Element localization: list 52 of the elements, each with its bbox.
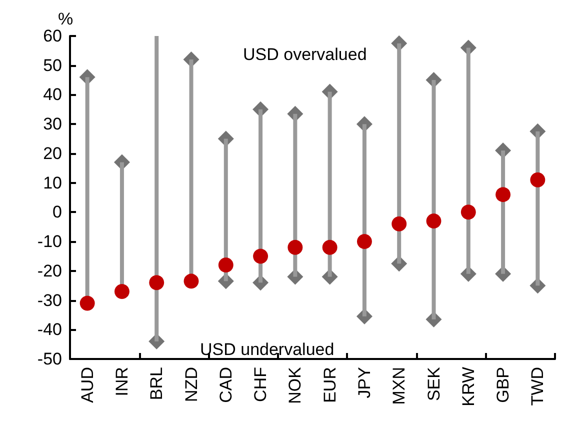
y-tick-label: 40: [43, 85, 62, 104]
x-tick-label: NZD: [182, 367, 201, 402]
bar: [258, 109, 263, 283]
bar: [536, 131, 540, 286]
x-tick-label: AUD: [78, 367, 97, 403]
bar: [293, 114, 298, 277]
x-tick-label: BRL: [147, 367, 166, 400]
x-tick-label: EUR: [320, 367, 340, 403]
x-tick-label: NOK: [286, 366, 305, 404]
y-tick-label: -20: [37, 261, 62, 280]
y-tick-label: -10: [37, 232, 62, 252]
point: [322, 240, 338, 255]
x-tick-label: MXN: [390, 367, 409, 405]
y-tick-label: 0: [52, 202, 62, 222]
annotation: USD undervalued: [200, 340, 334, 359]
point: [460, 204, 476, 220]
annotation: USD overvalued: [243, 45, 367, 64]
bar: [397, 43, 402, 264]
x-tick-label: GBP: [494, 367, 513, 403]
point: [114, 284, 130, 299]
bar: [432, 80, 436, 320]
y-tick-label: 60: [43, 26, 62, 46]
x-tick-label: INR: [112, 367, 132, 396]
bar: [328, 92, 332, 277]
point: [80, 296, 95, 311]
y-axis-title: %: [58, 10, 74, 29]
point: [253, 248, 268, 264]
y-tick-label: -30: [37, 290, 62, 310]
point: [184, 274, 199, 289]
point: [530, 172, 546, 188]
point: [496, 187, 511, 202]
point: [392, 216, 407, 232]
y-tick-label: 20: [43, 144, 62, 163]
point: [149, 275, 164, 290]
point: [218, 258, 234, 273]
x-tick-label: CHF: [251, 367, 270, 402]
y-tick-label: 30: [43, 114, 62, 134]
x-tick-label: TWD: [528, 367, 548, 406]
x-tick-label: CAD: [216, 367, 236, 403]
x-tick-label: KRW: [458, 367, 478, 406]
y-tick-label: -40: [37, 320, 62, 340]
y-tick-label: 50: [43, 56, 62, 75]
point: [426, 213, 442, 228]
bar: [154, 36, 159, 342]
bar: [362, 124, 366, 316]
bar: [466, 48, 470, 274]
y-tick-label: -50: [37, 350, 62, 368]
point: [288, 240, 303, 255]
x-tick-label: JPY: [354, 367, 374, 398]
y-tick-label: 10: [43, 173, 62, 192]
x-tick-label: SEK: [424, 366, 444, 402]
point: [356, 234, 372, 250]
